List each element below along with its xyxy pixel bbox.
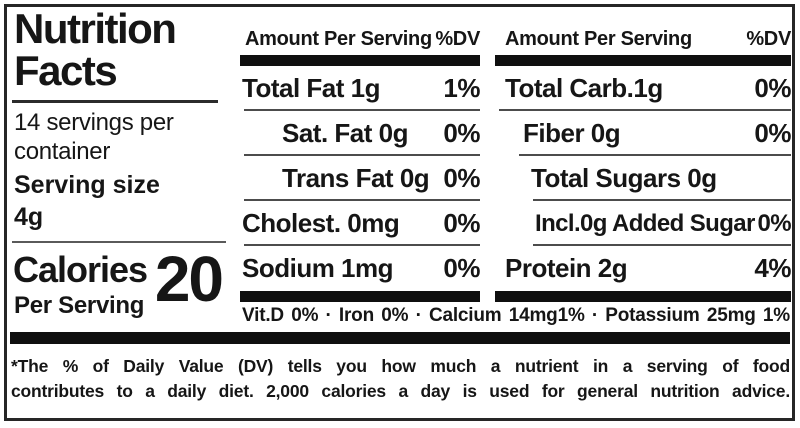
dv-footnote: *The % of Daily Value (DV) tells you how… bbox=[11, 354, 790, 404]
nutrient-column-carbs: Amount Per Serving %DV Total Carb.1g 0% … bbox=[495, 0, 792, 345]
nutrient-dv: 0% bbox=[443, 208, 480, 238]
nutrient-dv: 0% bbox=[757, 209, 792, 237]
nutrient-label: Total Fat 1g bbox=[242, 73, 380, 103]
row-added-sugar: Incl.0g Added Sugar 0% bbox=[495, 201, 792, 246]
calories-sublabel: Per Serving bbox=[14, 292, 145, 319]
nutrient-rows: Total Carb.1g 0% Fiber 0g 0% Total Sugar… bbox=[495, 66, 792, 291]
row-total-carb: Total Carb.1g 0% bbox=[495, 66, 791, 111]
servings-per-container: 14 servings per container bbox=[14, 108, 226, 166]
serving-size-label: Serving size bbox=[14, 171, 160, 199]
nutrient-label: Sat. Fat 0g bbox=[282, 118, 408, 148]
label-title: Nutrition Facts bbox=[14, 8, 226, 92]
column-header: Amount Per Serving %DV bbox=[240, 28, 480, 51]
nutrient-dv: 0% bbox=[443, 163, 480, 193]
nutrient-label: Total Sugars 0g bbox=[531, 163, 717, 193]
title-line2: Facts bbox=[14, 47, 118, 94]
nutrient-label: Incl.0g Added Sugar bbox=[535, 209, 755, 237]
title-line1: Nutrition bbox=[14, 5, 177, 52]
amount-per-serving-label: Amount Per Serving bbox=[245, 28, 432, 50]
full-width-bar bbox=[10, 332, 790, 344]
nutrient-dv: 4% bbox=[754, 253, 791, 283]
footnote-line2: contributes to a daily diet. 2,000 calor… bbox=[11, 381, 790, 401]
nutrient-column-fats: Amount Per Serving %DV Total Fat 1g 1% S… bbox=[240, 0, 480, 345]
nutrient-dv: 0% bbox=[443, 253, 480, 283]
nutrient-label: Protein 2g bbox=[505, 253, 628, 283]
nutrient-label: Total Carb.1g bbox=[505, 73, 663, 103]
servings-line2: container bbox=[14, 138, 111, 165]
calories-divider bbox=[12, 241, 226, 243]
nutrient-label: Cholest. 0mg bbox=[242, 208, 400, 238]
nutrient-dv: 0% bbox=[443, 118, 480, 148]
nutrient-label: Sodium 1mg bbox=[242, 253, 394, 283]
row-trans-fat: Trans Fat 0g 0% bbox=[240, 156, 480, 201]
dv-header-label: %DV bbox=[746, 28, 791, 50]
servings-line1: 14 servings per bbox=[14, 109, 174, 136]
amount-per-serving-label: Amount Per Serving bbox=[505, 28, 692, 50]
row-total-sugars: Total Sugars 0g bbox=[495, 156, 791, 201]
nutrient-dv: 0% bbox=[754, 73, 791, 103]
nutrient-rows: Total Fat 1g 1% Sat. Fat 0g 0% Trans Fat… bbox=[240, 66, 480, 291]
row-sodium: Sodium 1mg 0% bbox=[240, 246, 480, 291]
nutrient-dv: 0% bbox=[754, 118, 791, 148]
dv-header-label: %DV bbox=[435, 28, 480, 50]
header-bar bbox=[495, 55, 791, 66]
row-sat-fat: Sat. Fat 0g 0% bbox=[240, 111, 480, 156]
calories-label: Calories bbox=[13, 249, 148, 290]
column-bottom-bar bbox=[495, 291, 791, 302]
serving-size-value: 4g bbox=[14, 203, 44, 231]
column-header: Amount Per Serving %DV bbox=[495, 28, 791, 51]
nutrient-label: Trans Fat 0g bbox=[282, 163, 430, 193]
row-total-fat: Total Fat 1g 1% bbox=[240, 66, 480, 111]
calories-value: 20 bbox=[154, 243, 224, 315]
header-bar bbox=[240, 55, 480, 66]
nutrient-label: Fiber 0g bbox=[523, 118, 621, 148]
row-cholesterol: Cholest. 0mg 0% bbox=[240, 201, 480, 246]
column-bottom-bar bbox=[240, 291, 480, 302]
title-divider bbox=[12, 100, 218, 103]
footnote-line1: *The % of Daily Value (DV) tells you how… bbox=[11, 356, 790, 376]
row-fiber: Fiber 0g 0% bbox=[495, 111, 791, 156]
micronutrients-line: Vit.D 0% · Iron 0% · Calcium 14mg1% · Po… bbox=[242, 305, 790, 326]
nutrient-dv: 1% bbox=[443, 73, 480, 103]
row-protein: Protein 2g 4% bbox=[495, 246, 791, 291]
